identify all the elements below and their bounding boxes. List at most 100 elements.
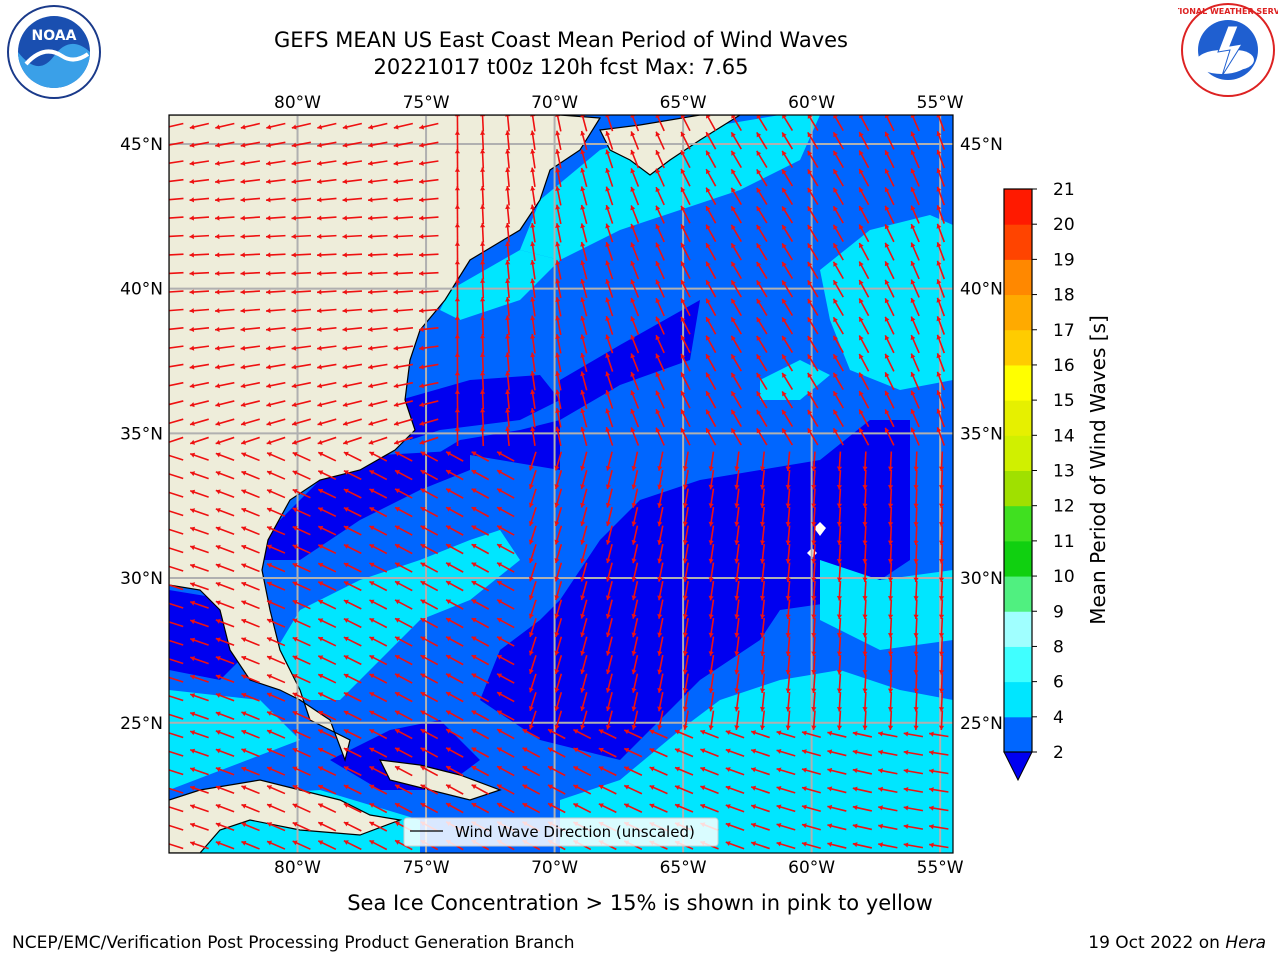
wave-arrow-icon [832, 131, 844, 150]
wave-arrow-icon [316, 326, 337, 332]
wave-arrow-icon [649, 784, 668, 795]
wave-arrow-icon [631, 525, 639, 545]
wave-arrow-icon [241, 840, 260, 850]
wave-arrow-icon [858, 427, 870, 446]
wave-arrow-icon [169, 363, 184, 368]
lat-label-left: 30°N [120, 569, 163, 589]
wave-arrow-icon [730, 261, 742, 280]
wave-arrow-icon [555, 149, 562, 169]
wave-arrow-icon [418, 289, 439, 295]
wave-arrow-icon [393, 141, 414, 148]
wave-arrow-icon [605, 470, 613, 490]
wave-arrow-icon [655, 186, 665, 206]
wave-arrow-icon [419, 400, 439, 408]
wave-arrow-icon [169, 216, 184, 219]
wave-arrow-icon [265, 289, 286, 295]
wave-arrow-icon [317, 525, 337, 536]
wave-arrow-icon [836, 543, 843, 564]
wave-arrow-icon [708, 543, 715, 564]
colorbar-title: Mean Period of Wind Waves [s] [1086, 315, 1110, 625]
wave-arrow-icon [215, 363, 235, 370]
wave-arrow-icon [215, 656, 235, 665]
wave-arrow-icon [342, 289, 363, 295]
wave-arrow-icon [936, 334, 946, 354]
wave-arrow-icon [807, 353, 819, 372]
wave-arrow-icon [454, 259, 461, 280]
wave-arrow-icon [240, 326, 261, 332]
wave-arrow-icon [862, 691, 868, 712]
wave-arrow-icon [241, 674, 260, 684]
wave-arrow-icon [528, 655, 537, 675]
wave-arrow-icon [776, 804, 796, 813]
wave-arrow-icon [317, 451, 337, 462]
wave-arrow-icon [369, 562, 388, 573]
wave-arrow-icon [759, 525, 766, 546]
wave-arrow-icon [832, 261, 844, 280]
wave-arrow-icon [580, 389, 588, 409]
wave-arrow-icon [705, 242, 717, 261]
wave-arrow-icon [910, 149, 920, 169]
wave-arrow-icon [394, 451, 413, 462]
wave-arrow-icon [471, 617, 490, 629]
wave-arrow-icon [214, 215, 235, 221]
wave-arrow-icon [530, 278, 536, 299]
wave-arrow-icon [598, 766, 617, 777]
lon-label-top: 80°W [274, 93, 321, 113]
wave-arrow-icon [730, 409, 742, 428]
wave-arrow-icon [394, 710, 413, 721]
wave-arrow-icon [241, 563, 260, 573]
wave-arrow-icon [573, 747, 592, 758]
wave-arrow-icon [910, 223, 920, 243]
wave-arrow-icon [420, 784, 439, 795]
wave-arrow-icon [367, 270, 388, 277]
wave-arrow-icon [369, 469, 388, 481]
wave-arrow-icon [580, 130, 588, 150]
wave-arrow-icon [471, 802, 490, 814]
wave-arrow-icon [852, 842, 873, 849]
colorbar-segment [1004, 681, 1032, 718]
wave-arrow-icon [649, 747, 668, 758]
wave-arrow-icon [420, 469, 439, 481]
wave-arrow-icon [657, 506, 664, 527]
wave-arrow-icon [936, 316, 946, 335]
wave-arrow-icon [759, 654, 766, 675]
wave-arrow-icon [655, 149, 665, 169]
wave-arrow-icon [884, 205, 895, 224]
wave-arrow-icon [555, 389, 562, 410]
wave-arrow-icon [420, 580, 439, 592]
wave-arrow-icon [530, 241, 536, 262]
wave-arrow-icon [705, 353, 717, 372]
wave-arrow-icon [266, 141, 286, 148]
wave-arrow-icon [605, 115, 614, 132]
wave-arrow-icon [522, 728, 541, 740]
wave-arrow-icon [781, 298, 794, 316]
wave-arrow-icon [649, 803, 668, 813]
wave-arrow-icon [215, 400, 235, 408]
wave-arrow-icon [756, 390, 768, 409]
wave-arrow-icon [630, 371, 640, 391]
wave-arrow-icon [913, 488, 919, 509]
wave-arrow-icon [496, 506, 515, 518]
wave-arrow-icon [554, 562, 563, 582]
wave-arrow-icon [215, 841, 235, 850]
wave-arrow-icon [496, 525, 515, 536]
wave-arrow-icon [530, 130, 536, 151]
wave-arrow-icon [657, 451, 664, 471]
wave-arrow-icon [858, 390, 870, 409]
wave-arrow-icon [343, 543, 362, 555]
wave-arrow-icon [554, 710, 563, 730]
wave-arrow-icon [785, 525, 791, 546]
wave-arrow-icon [630, 223, 640, 243]
wave-arrow-icon [292, 636, 311, 647]
wave-arrow-icon [522, 747, 541, 758]
wave-arrow-icon [316, 289, 337, 295]
wave-arrow-icon [884, 168, 895, 187]
wave-arrow-icon [445, 636, 464, 647]
wave-arrow-icon [781, 150, 794, 168]
wave-arrow-icon [420, 691, 439, 703]
sea-ice-note: Sea Ice Concentration > 15% is shown in … [347, 891, 933, 915]
wave-arrow-icon [811, 451, 817, 472]
wave-arrow-icon [367, 252, 388, 258]
wave-arrow-icon [241, 785, 260, 795]
colorbar-tick-label: 18 [1053, 286, 1075, 306]
